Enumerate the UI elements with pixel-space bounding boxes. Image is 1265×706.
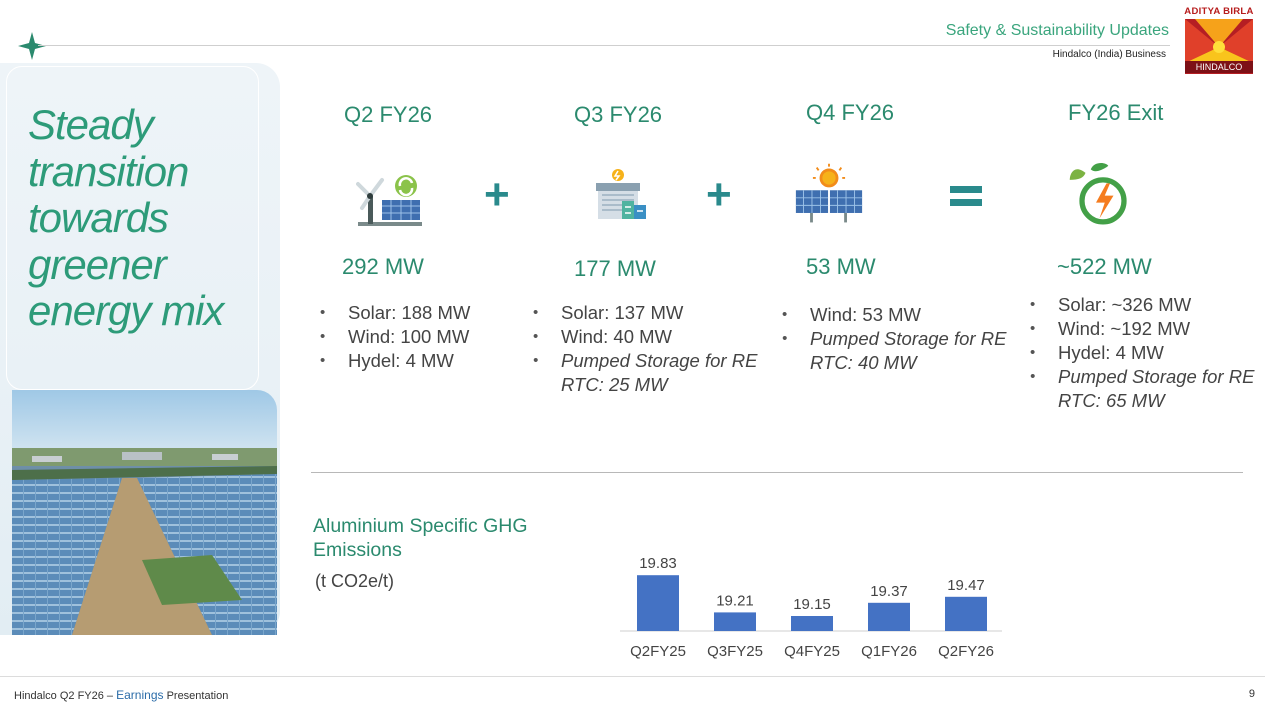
section-title: Safety & Sustainability Updates (945, 22, 1169, 39)
list-item: Hydel: 4 MW (318, 349, 518, 373)
ghg-title-line: Emissions (313, 539, 402, 561)
x-tick-label: Q3FY25 (707, 643, 763, 660)
list-item: Pumped Storage for RE RTC: 40 MW (780, 327, 1010, 375)
footer-highlight: Earnings (116, 688, 164, 702)
ghg-title: Aluminium Specific GHG Emissions (313, 514, 528, 562)
bar-value-label: 19.47 (947, 577, 985, 594)
aditya-birla-logo: ADITYA BIRLA HINDALCO (1183, 6, 1255, 76)
equals-operator-bar-top (950, 186, 982, 193)
headline-line: Steady (28, 101, 154, 148)
headline-line: greener (28, 240, 167, 288)
list-item: Wind: 100 MW (318, 325, 518, 349)
header-rule (38, 45, 1170, 46)
page-number: 9 (1248, 688, 1255, 700)
headline-line: towards (28, 194, 169, 241)
capacity-breakdown-list: Solar: 188 MW Wind: 100 MW Hydel: 4 MW (318, 301, 518, 373)
bar-Q2FY25 (637, 575, 679, 631)
sun-solar-panel-icon (795, 163, 863, 223)
bar-value-label: 19.37 (870, 583, 908, 600)
capacity-breakdown-list: Solar: ~326 MW Wind: ~192 MW Hydel: 4 MW… (1028, 293, 1258, 413)
list-item: Wind: 53 MW (780, 303, 1010, 327)
logo-company-name: HINDALCO (1185, 61, 1253, 73)
capacity-breakdown-list: Solar: 137 MW Wind: 40 MW Pumped Storage… (531, 301, 761, 397)
list-item: Wind: 40 MW (531, 325, 761, 349)
ghg-title-line: Aluminium Specific GHG (313, 515, 528, 537)
footer-text: Presentation (166, 690, 229, 702)
wind-solar-icon (356, 175, 422, 226)
section-divider (311, 472, 1243, 473)
capacity-breakdown-list: Wind: 53 MW Pumped Storage for RE RTC: 4… (780, 303, 1010, 375)
footer-rule (0, 676, 1265, 677)
ghg-emissions-bar-chart: 19.83 Q2FY25 19.21 Q3FY25 19.15 Q4FY25 19.37 Q1… (620, 555, 1002, 660)
business-name: Hindalco (India) Business (1052, 49, 1166, 60)
bar-Q2FY26 (945, 596, 987, 631)
solar-farm-photo (12, 390, 277, 635)
rising-sun-emblem-icon (1185, 19, 1253, 63)
headline-line: energy mix (28, 287, 224, 334)
plus-operator: + (484, 170, 510, 219)
list-item: Solar: ~326 MW (1028, 293, 1258, 317)
list-item: Pumped Storage for RE RTC: 25 MW (531, 349, 761, 397)
list-item: Pumped Storage for RE RTC: 65 MW (1028, 365, 1258, 413)
logo-emblem: HINDALCO (1185, 19, 1253, 74)
headline-frame (6, 66, 259, 390)
plus-operator: + (706, 170, 732, 219)
capacity-value: ~522 MW (1057, 254, 1152, 279)
bar-Q3FY25 (714, 612, 756, 631)
x-tick-label: Q2FY25 (630, 643, 686, 660)
bar-value-label: 19.21 (716, 592, 754, 609)
list-item: Wind: ~192 MW (1028, 317, 1258, 341)
capacity-value: 53 MW (806, 254, 876, 279)
period-title: Q4 FY26 (806, 100, 895, 125)
footer-deck-title: Hindalco Q2 FY26 – Earnings Presentation (14, 688, 228, 702)
green-energy-leaf-icon (1069, 163, 1127, 225)
period-title: Q2 FY26 (344, 102, 433, 127)
x-tick-label: Q4FY25 (784, 643, 840, 660)
headline-line: transition (28, 147, 189, 195)
list-item: Solar: 137 MW (531, 301, 761, 325)
slide-headline: Steady transition towards greener energy… (28, 101, 268, 335)
list-item: Solar: 188 MW (318, 301, 518, 325)
footer-text: Hindalco Q2 FY26 – (14, 690, 114, 702)
pumped-storage-icon (596, 169, 646, 219)
capacity-value: 177 MW (574, 256, 656, 281)
sparkle-star-icon (18, 32, 46, 60)
ghg-unit: (t CO2e/t) (315, 571, 395, 591)
period-title: FY26 Exit (1068, 100, 1164, 125)
bar-Q4FY25 (791, 616, 833, 631)
capacity-value: 292 MW (342, 254, 424, 279)
x-tick-label: Q1FY26 (861, 643, 917, 660)
x-tick-label: Q2FY26 (938, 643, 994, 660)
bar-Q1FY26 (868, 602, 910, 631)
bar-value-label: 19.15 (793, 596, 831, 613)
equals-operator-bar-bottom (950, 199, 982, 206)
list-item: Hydel: 4 MW (1028, 341, 1258, 365)
bar-value-label: 19.83 (639, 555, 677, 572)
period-title: Q3 FY26 (574, 102, 663, 127)
logo-group-name: ADITYA BIRLA (1184, 6, 1254, 17)
